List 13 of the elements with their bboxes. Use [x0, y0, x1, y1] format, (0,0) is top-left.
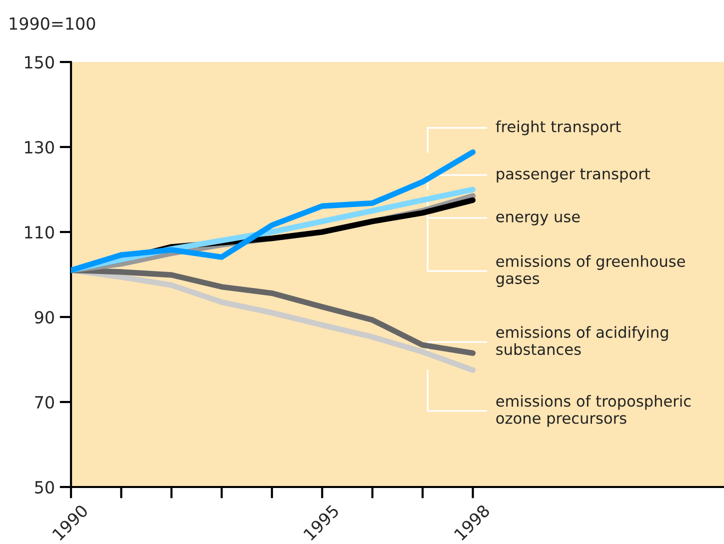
y-tick-label: 70 [35, 396, 54, 409]
y-axis-title: 1990=100 [10, 17, 96, 30]
series-label: freight transport [496, 120, 621, 136]
y-tick-label: 130 [25, 140, 54, 154]
text: emissions of tropospheric ozone precursors [496, 394, 691, 427]
y-tick-label: 150 [25, 56, 54, 69]
y-tick-label: 50 [35, 480, 54, 494]
text: emissions of greenhouse gases [496, 255, 685, 288]
y-tick-label: 90 [34, 310, 54, 324]
series-label: emissions of acidifying substances [496, 326, 668, 356]
series-label: energy use [496, 214, 580, 226]
series-label: passenger transport [496, 168, 650, 182]
y-tick-label: 110 [25, 226, 54, 239]
